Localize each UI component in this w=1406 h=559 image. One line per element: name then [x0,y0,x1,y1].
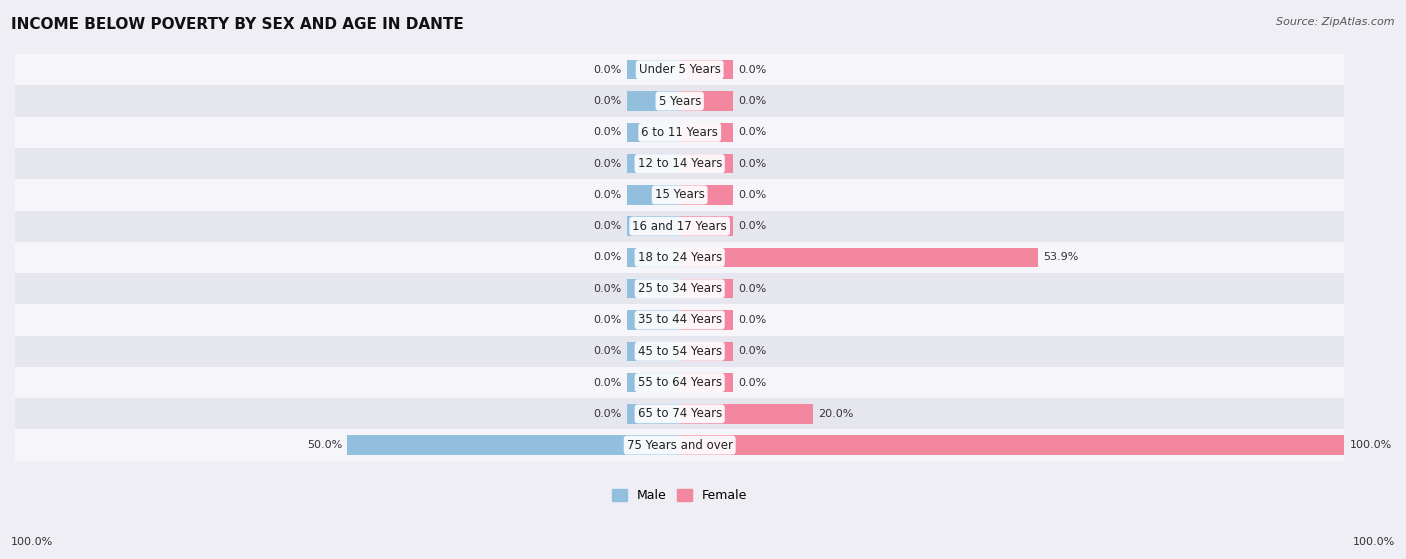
Bar [15,398,1344,429]
Text: 0.0%: 0.0% [738,346,766,356]
Text: 0.0%: 0.0% [738,377,766,387]
Bar [679,310,733,330]
Text: 0.0%: 0.0% [738,159,766,169]
Bar [15,242,1344,273]
Text: 0.0%: 0.0% [738,190,766,200]
Text: 0.0%: 0.0% [738,96,766,106]
Bar [679,342,733,361]
Bar [679,60,733,79]
Text: 0.0%: 0.0% [593,346,621,356]
Bar [347,435,679,455]
Text: 0.0%: 0.0% [738,127,766,138]
Text: 25 to 34 Years: 25 to 34 Years [638,282,721,295]
Bar [627,60,679,79]
Bar [627,185,679,205]
Text: 0.0%: 0.0% [593,190,621,200]
Text: Source: ZipAtlas.com: Source: ZipAtlas.com [1277,17,1395,27]
Bar [627,310,679,330]
Legend: Male, Female: Male, Female [607,484,752,508]
Bar [627,91,679,111]
Text: 0.0%: 0.0% [593,127,621,138]
Bar [679,248,1038,267]
Bar [679,154,733,173]
Text: 100.0%: 100.0% [1353,537,1395,547]
Text: 50.0%: 50.0% [307,440,342,450]
Bar [627,342,679,361]
Text: 6 to 11 Years: 6 to 11 Years [641,126,718,139]
Bar [679,91,733,111]
Text: 15 Years: 15 Years [655,188,704,201]
Text: 35 to 44 Years: 35 to 44 Years [638,314,721,326]
Text: 55 to 64 Years: 55 to 64 Years [638,376,721,389]
Bar [627,216,679,236]
Text: 0.0%: 0.0% [593,253,621,262]
Bar [679,122,733,142]
Bar [15,148,1344,179]
Text: Under 5 Years: Under 5 Years [638,63,721,76]
Text: 5 Years: 5 Years [658,94,700,107]
Text: 0.0%: 0.0% [593,284,621,293]
Bar [15,367,1344,398]
Text: 100.0%: 100.0% [11,537,53,547]
Text: 45 to 54 Years: 45 to 54 Years [638,345,721,358]
Bar [627,248,679,267]
Text: 12 to 14 Years: 12 to 14 Years [637,157,721,170]
Bar [679,404,813,424]
Text: 0.0%: 0.0% [593,65,621,75]
Text: 100.0%: 100.0% [1350,440,1392,450]
Bar [15,117,1344,148]
Bar [627,404,679,424]
Text: 0.0%: 0.0% [593,377,621,387]
Text: 0.0%: 0.0% [593,409,621,419]
Bar [15,86,1344,117]
Bar [679,279,733,299]
Bar [15,429,1344,461]
Bar [15,273,1344,304]
Bar [679,185,733,205]
Text: 0.0%: 0.0% [738,65,766,75]
Text: 0.0%: 0.0% [593,221,621,231]
Text: 0.0%: 0.0% [593,159,621,169]
Bar [15,304,1344,335]
Text: 0.0%: 0.0% [738,221,766,231]
Bar [15,335,1344,367]
Text: 0.0%: 0.0% [738,284,766,293]
Text: 53.9%: 53.9% [1043,253,1078,262]
Bar [627,154,679,173]
Text: 65 to 74 Years: 65 to 74 Years [637,408,721,420]
Text: 0.0%: 0.0% [593,96,621,106]
Text: 0.0%: 0.0% [738,315,766,325]
Bar [679,435,1344,455]
Bar [15,211,1344,242]
Text: 16 and 17 Years: 16 and 17 Years [633,220,727,233]
Bar [627,122,679,142]
Bar [679,373,733,392]
Bar [15,179,1344,211]
Bar [627,279,679,299]
Bar [679,216,733,236]
Text: 0.0%: 0.0% [593,315,621,325]
Text: 75 Years and over: 75 Years and over [627,439,733,452]
Text: 20.0%: 20.0% [818,409,853,419]
Text: INCOME BELOW POVERTY BY SEX AND AGE IN DANTE: INCOME BELOW POVERTY BY SEX AND AGE IN D… [11,17,464,32]
Bar [15,54,1344,86]
Text: 18 to 24 Years: 18 to 24 Years [637,251,721,264]
Bar [627,373,679,392]
